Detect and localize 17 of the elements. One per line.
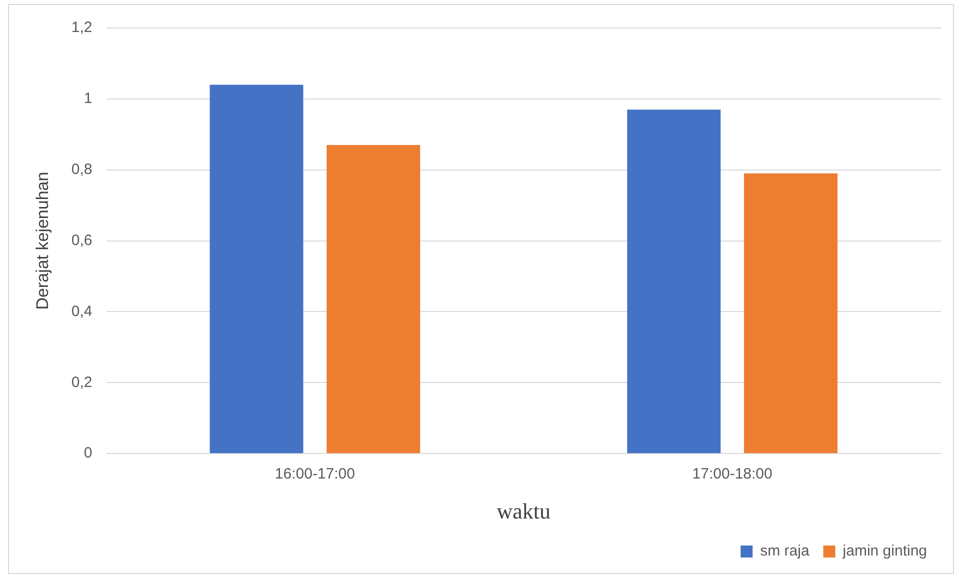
y-tick-label: 0,6 bbox=[71, 232, 92, 249]
bar bbox=[744, 173, 838, 454]
x-axis-title: waktu bbox=[496, 498, 551, 524]
y-tick-label: 0,4 bbox=[71, 302, 92, 320]
bar bbox=[627, 110, 721, 454]
y-tick-label: 1 bbox=[84, 90, 92, 108]
bar bbox=[210, 84, 304, 454]
y-axis-title: Derajat kejenuhan bbox=[32, 172, 52, 310]
y-tick-label: 1,2 bbox=[71, 19, 92, 36]
y-tick-label: 0,8 bbox=[71, 161, 92, 178]
bar bbox=[326, 145, 420, 454]
y-tick-label: 0 bbox=[84, 444, 92, 462]
legend-label: sm raja bbox=[760, 542, 810, 560]
legend-label: jamin ginting bbox=[842, 542, 928, 560]
y-tick-label: 0,2 bbox=[71, 374, 92, 391]
x-tick-label: 17:00-18:00 bbox=[692, 466, 772, 483]
x-tick-label: 16:00-17:00 bbox=[274, 466, 355, 483]
